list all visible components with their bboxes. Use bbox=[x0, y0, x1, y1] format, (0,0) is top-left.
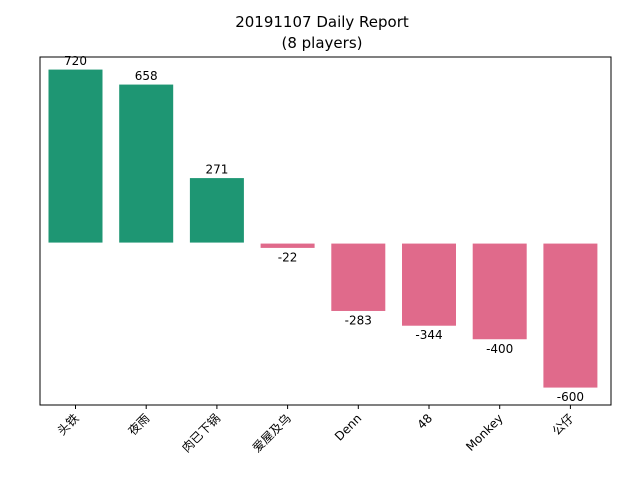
chart-title: 20191107 Daily Report bbox=[235, 13, 409, 31]
value-label-5: -283 bbox=[345, 313, 372, 327]
bar-5 bbox=[330, 242, 387, 312]
x-tick-label-2: 夜雨 bbox=[125, 411, 153, 439]
bars-group bbox=[47, 68, 599, 389]
value-label-6: -344 bbox=[415, 328, 442, 342]
x-tick-label-3: 肉已下锅 bbox=[178, 411, 223, 456]
x-tick-label-4: 爱屋及乌 bbox=[249, 411, 294, 456]
bar-4 bbox=[259, 242, 316, 249]
value-label-7: -400 bbox=[486, 342, 513, 356]
value-label-4: -22 bbox=[278, 250, 298, 264]
bar-2 bbox=[118, 83, 175, 244]
chart-subtitle: (8 players) bbox=[282, 34, 363, 52]
bar-3 bbox=[188, 177, 245, 244]
value-label-8: -600 bbox=[557, 390, 584, 404]
bar-7 bbox=[471, 242, 528, 341]
bar-6 bbox=[401, 242, 457, 327]
value-labels-group: 720 658 271 -22 -283 -344 -400 -600 bbox=[64, 54, 584, 404]
x-tick-label-6: 48 bbox=[414, 411, 435, 432]
bar-1 bbox=[47, 68, 104, 244]
bar-8 bbox=[542, 242, 599, 389]
x-tick-label-5: Denn bbox=[332, 411, 364, 443]
x-ticks-group: 头铁 夜雨 肉已下锅 爱屋及乌 Denn 48 Monkey 公仔 bbox=[55, 405, 577, 455]
value-label-2: 658 bbox=[135, 69, 158, 83]
x-tick-label-8: 公仔 bbox=[550, 411, 577, 438]
x-tick-label-1: 头铁 bbox=[55, 411, 82, 438]
value-label-1: 720 bbox=[64, 54, 87, 68]
plot-frame bbox=[39, 56, 612, 406]
x-tick-label-7: Monkey bbox=[463, 411, 506, 454]
value-label-3: 271 bbox=[205, 163, 228, 177]
